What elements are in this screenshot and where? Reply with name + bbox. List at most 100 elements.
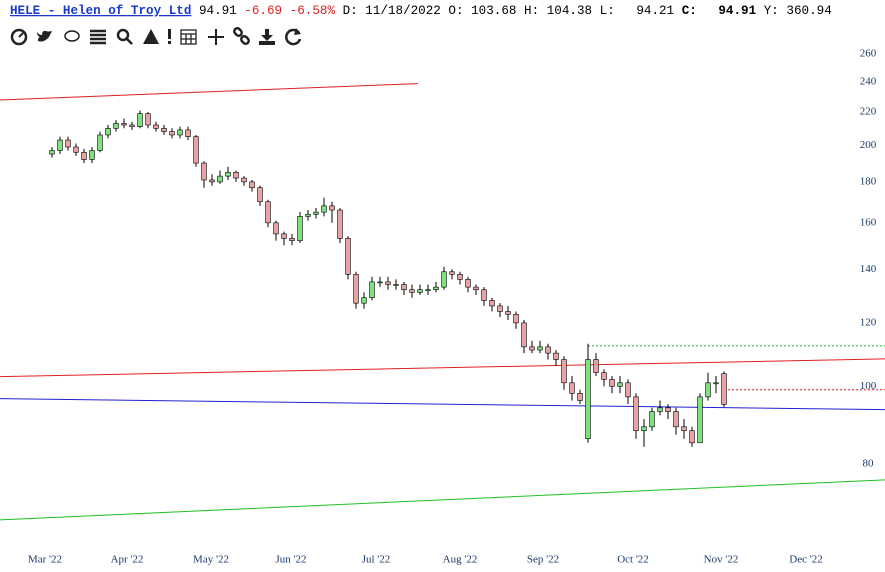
candle-body [209, 179, 215, 183]
date-label: D: [343, 4, 358, 18]
candle-body [577, 392, 583, 401]
candle-body [513, 313, 519, 324]
candle-body [321, 205, 327, 213]
candle-body [217, 175, 223, 183]
y-tick-label: 240 [860, 75, 877, 87]
candle-body [57, 139, 63, 151]
x-tick-label: Sep '22 [527, 554, 559, 566]
list-icon[interactable] [90, 29, 106, 45]
candle-body [441, 271, 447, 288]
candle-body [393, 284, 399, 286]
x-tick-label: Jun '22 [275, 554, 306, 566]
candle-body [481, 289, 487, 301]
open-value: 103.68 [471, 4, 516, 18]
change-pct: -6.58% [290, 4, 336, 18]
refresh-icon[interactable] [285, 28, 302, 46]
candle-body [673, 411, 679, 428]
ticker-title[interactable]: HELE - Helen of Troy Ltd [10, 4, 191, 18]
candle-body [465, 279, 471, 288]
candle-body [681, 426, 687, 432]
candle-body [633, 396, 639, 432]
candle-body [505, 311, 511, 315]
x-tick-label: Aug '22 [443, 554, 478, 566]
y-label: Y: [764, 4, 779, 18]
trend-line [0, 83, 419, 101]
candle-body [697, 396, 703, 444]
dashboard-icon[interactable] [10, 28, 28, 46]
candle-body [201, 162, 207, 181]
candle-body [593, 359, 599, 373]
candle-body [665, 407, 671, 412]
candle-body [297, 216, 303, 241]
candle-body [233, 172, 239, 179]
candle-body [649, 411, 655, 428]
candle-body [625, 382, 631, 398]
candle-body [361, 297, 367, 304]
high-label: H: [524, 4, 539, 18]
candle-body [337, 209, 343, 239]
y-tick-label: 80 [863, 457, 875, 469]
candle-body [489, 300, 495, 307]
candle-body [553, 352, 559, 360]
candle-body [185, 129, 191, 137]
candle-body [689, 430, 695, 444]
candle-body [537, 346, 543, 351]
x-tick-label: May '22 [193, 554, 229, 566]
trend-line [0, 398, 885, 411]
y-tick-label: 260 [860, 48, 877, 60]
calendar-icon[interactable] [180, 29, 197, 45]
y-tick-label: 140 [860, 263, 877, 275]
candle-body [425, 289, 431, 292]
y-tick-label: 120 [860, 316, 877, 328]
candle-body [169, 131, 175, 136]
candle-body [129, 124, 135, 127]
last-price: 94.91 [199, 4, 237, 18]
candle-body [473, 286, 479, 291]
candle-body [249, 181, 255, 189]
candle-body [329, 205, 335, 211]
candle-body [225, 172, 231, 177]
twitter-icon[interactable] [37, 30, 52, 42]
date: 11/18/2022 [365, 4, 441, 18]
candle-body [49, 150, 55, 155]
alert-icon[interactable] [168, 29, 171, 39]
open-label: O: [448, 4, 463, 18]
low-value: 94.21 [636, 4, 674, 18]
candle-body [457, 273, 463, 280]
candle-body [289, 238, 295, 241]
move-icon[interactable] [208, 29, 224, 45]
candle-body [569, 382, 575, 394]
candle-body [81, 151, 87, 160]
candle-body [113, 123, 119, 129]
candle-body [409, 289, 415, 293]
x-tick-label: Apr '22 [111, 554, 144, 566]
candle-body [137, 113, 143, 127]
download-icon[interactable] [259, 29, 275, 45]
candle-body [345, 238, 351, 275]
candle-body [641, 426, 647, 432]
x-tick-label: Dec '22 [789, 554, 822, 566]
search-icon[interactable] [116, 28, 133, 45]
x-tick-label: Nov '22 [704, 554, 739, 566]
candle-body [529, 346, 535, 351]
triangle-icon[interactable] [143, 29, 159, 44]
comment-icon[interactable] [64, 30, 80, 42]
high-value: 104.38 [547, 4, 592, 18]
close-value: 94.91 [718, 4, 756, 18]
link-icon[interactable] [233, 27, 250, 45]
candle-body [353, 273, 359, 304]
candle-body [265, 201, 271, 224]
y-tick-label: 200 [860, 139, 877, 151]
trend-line [0, 479, 885, 521]
low-label: L: [600, 4, 615, 18]
candle-body [89, 150, 95, 160]
candle-body [305, 213, 311, 217]
candle-body [601, 372, 607, 380]
candle-body [273, 222, 279, 235]
candle-body [377, 281, 383, 284]
header: HELE - Helen of Troy Ltd 94.91 -6.69 -6.… [10, 4, 832, 18]
candle-body [521, 322, 527, 348]
candle-body [73, 146, 79, 153]
candle-body [153, 124, 159, 129]
